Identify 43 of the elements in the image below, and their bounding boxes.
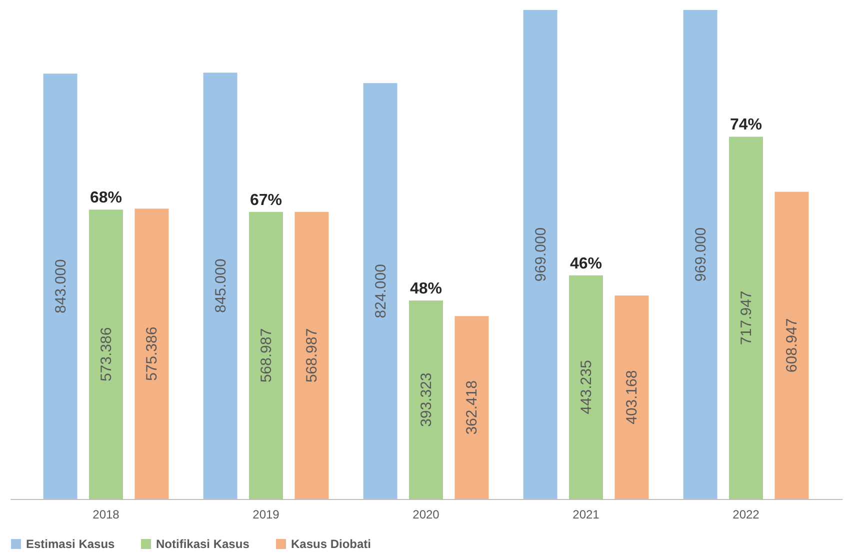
data-label: 717.947 xyxy=(738,290,755,345)
bar xyxy=(523,10,558,499)
annotation: 67% xyxy=(250,192,282,209)
annotation: 68% xyxy=(90,190,122,207)
bar xyxy=(294,212,329,499)
bar xyxy=(729,136,763,499)
annotation: 46% xyxy=(570,255,602,272)
bar xyxy=(569,275,603,499)
annotation: 48% xyxy=(410,280,442,298)
data-label: 568.987 xyxy=(258,328,275,383)
data-label: 568.987 xyxy=(304,328,321,383)
bar xyxy=(134,208,169,499)
bar xyxy=(89,210,123,499)
bar xyxy=(614,296,649,499)
x-tick-label: 2022 xyxy=(732,508,760,522)
data-label: 969.000 xyxy=(532,227,550,282)
data-label: 575.386 xyxy=(144,326,161,381)
bar xyxy=(774,192,809,499)
data-label: 403.168 xyxy=(624,370,641,424)
data-label: 393.323 xyxy=(418,372,435,427)
data-label: 443.235 xyxy=(578,360,595,414)
data-label: 845.000 xyxy=(212,258,230,313)
bar xyxy=(43,74,78,499)
legend-label: Notifikasi Kasus xyxy=(156,537,250,551)
bar xyxy=(683,10,718,499)
x-tick-label: 2018 xyxy=(92,508,120,522)
data-label: 362.418 xyxy=(464,380,481,435)
legend-label: Kasus Diobati xyxy=(291,537,372,551)
x-tick-label: 2019 xyxy=(252,508,280,522)
data-label: 573.386 xyxy=(98,327,115,382)
legend-label: Estimasi Kasus xyxy=(26,537,116,551)
data-label: 969.000 xyxy=(692,227,710,282)
bar xyxy=(363,83,398,499)
data-label: 608.947 xyxy=(784,318,801,372)
x-tick-label: 2021 xyxy=(572,508,600,522)
annotation: 74% xyxy=(730,116,762,134)
data-label: 843.000 xyxy=(52,259,70,314)
bar xyxy=(454,316,489,499)
bar xyxy=(203,72,238,499)
x-tick-label: 2020 xyxy=(412,508,440,522)
bar xyxy=(249,212,283,499)
data-label: 824.000 xyxy=(372,264,390,318)
bar xyxy=(409,300,443,499)
